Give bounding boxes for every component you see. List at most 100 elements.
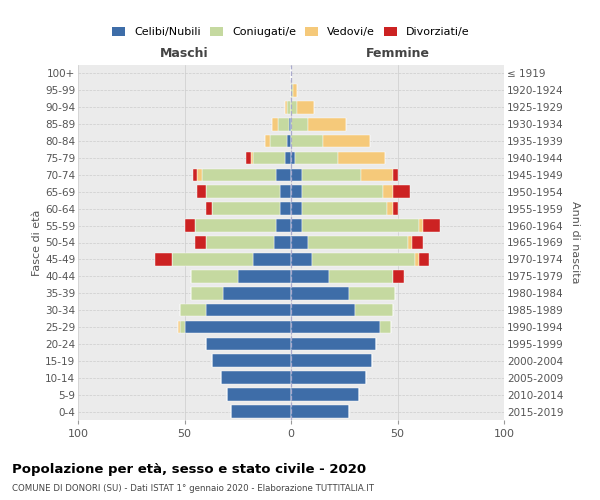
Bar: [276, 220, 291, 232]
Bar: [291, 118, 308, 130]
Bar: [291, 270, 329, 282]
Bar: [246, 152, 251, 164]
Bar: [302, 168, 361, 181]
Bar: [323, 134, 370, 147]
Text: Maschi: Maschi: [160, 47, 209, 60]
Bar: [212, 354, 291, 367]
Bar: [291, 101, 298, 114]
Bar: [206, 304, 291, 316]
Bar: [295, 152, 338, 164]
Bar: [298, 101, 314, 114]
Bar: [349, 287, 395, 300]
Bar: [197, 168, 202, 181]
Bar: [291, 202, 302, 215]
Bar: [180, 304, 206, 316]
Y-axis label: Anni di nascita: Anni di nascita: [570, 201, 580, 284]
Bar: [172, 253, 253, 266]
Bar: [289, 118, 291, 130]
Bar: [180, 320, 185, 334]
Bar: [291, 168, 302, 181]
Bar: [313, 253, 415, 266]
Bar: [355, 304, 393, 316]
Bar: [155, 253, 172, 266]
Bar: [419, 220, 423, 232]
Legend: Celibi/Nubili, Coniugati/e, Vedovi/e, Divorziati/e: Celibi/Nubili, Coniugati/e, Vedovi/e, Di…: [110, 24, 472, 40]
Bar: [291, 220, 302, 232]
Bar: [393, 202, 398, 215]
Bar: [291, 338, 376, 350]
Bar: [408, 236, 412, 249]
Bar: [221, 372, 291, 384]
Bar: [223, 287, 291, 300]
Bar: [308, 236, 408, 249]
Bar: [284, 152, 291, 164]
Bar: [287, 134, 291, 147]
Bar: [302, 186, 383, 198]
Bar: [191, 287, 223, 300]
Bar: [387, 202, 393, 215]
Bar: [178, 320, 180, 334]
Bar: [291, 304, 355, 316]
Bar: [227, 388, 291, 401]
Bar: [393, 270, 404, 282]
Bar: [291, 152, 295, 164]
Bar: [278, 118, 289, 130]
Y-axis label: Fasce di età: Fasce di età: [32, 210, 42, 276]
Bar: [253, 253, 291, 266]
Bar: [419, 253, 430, 266]
Bar: [302, 202, 387, 215]
Bar: [291, 405, 349, 418]
Bar: [308, 118, 346, 130]
Bar: [284, 101, 287, 114]
Bar: [206, 236, 274, 249]
Bar: [291, 134, 323, 147]
Bar: [251, 152, 253, 164]
Bar: [197, 186, 206, 198]
Bar: [212, 202, 280, 215]
Bar: [383, 186, 393, 198]
Bar: [238, 270, 291, 282]
Bar: [232, 405, 291, 418]
Bar: [329, 270, 393, 282]
Bar: [291, 84, 293, 96]
Bar: [206, 338, 291, 350]
Bar: [291, 186, 302, 198]
Bar: [291, 236, 308, 249]
Text: Femmine: Femmine: [365, 47, 430, 60]
Bar: [202, 168, 276, 181]
Bar: [302, 220, 419, 232]
Text: COMUNE DI DONORI (SU) - Dati ISTAT 1° gennaio 2020 - Elaborazione TUTTITALIA.IT: COMUNE DI DONORI (SU) - Dati ISTAT 1° ge…: [12, 484, 374, 493]
Bar: [293, 84, 298, 96]
Bar: [195, 220, 276, 232]
Bar: [291, 253, 313, 266]
Bar: [191, 270, 238, 282]
Bar: [280, 186, 291, 198]
Bar: [291, 388, 359, 401]
Bar: [185, 220, 195, 232]
Bar: [280, 202, 291, 215]
Bar: [291, 287, 349, 300]
Bar: [287, 101, 291, 114]
Bar: [274, 236, 291, 249]
Bar: [265, 134, 270, 147]
Bar: [206, 202, 212, 215]
Bar: [380, 320, 391, 334]
Bar: [193, 168, 197, 181]
Text: Popolazione per età, sesso e stato civile - 2020: Popolazione per età, sesso e stato civil…: [12, 462, 366, 475]
Bar: [253, 152, 284, 164]
Bar: [393, 186, 410, 198]
Bar: [338, 152, 385, 164]
Bar: [393, 168, 398, 181]
Bar: [195, 236, 206, 249]
Bar: [415, 253, 419, 266]
Bar: [423, 220, 440, 232]
Bar: [291, 372, 365, 384]
Bar: [361, 168, 393, 181]
Bar: [185, 320, 291, 334]
Bar: [272, 118, 278, 130]
Bar: [291, 354, 372, 367]
Bar: [276, 168, 291, 181]
Bar: [291, 320, 380, 334]
Bar: [206, 186, 280, 198]
Bar: [412, 236, 423, 249]
